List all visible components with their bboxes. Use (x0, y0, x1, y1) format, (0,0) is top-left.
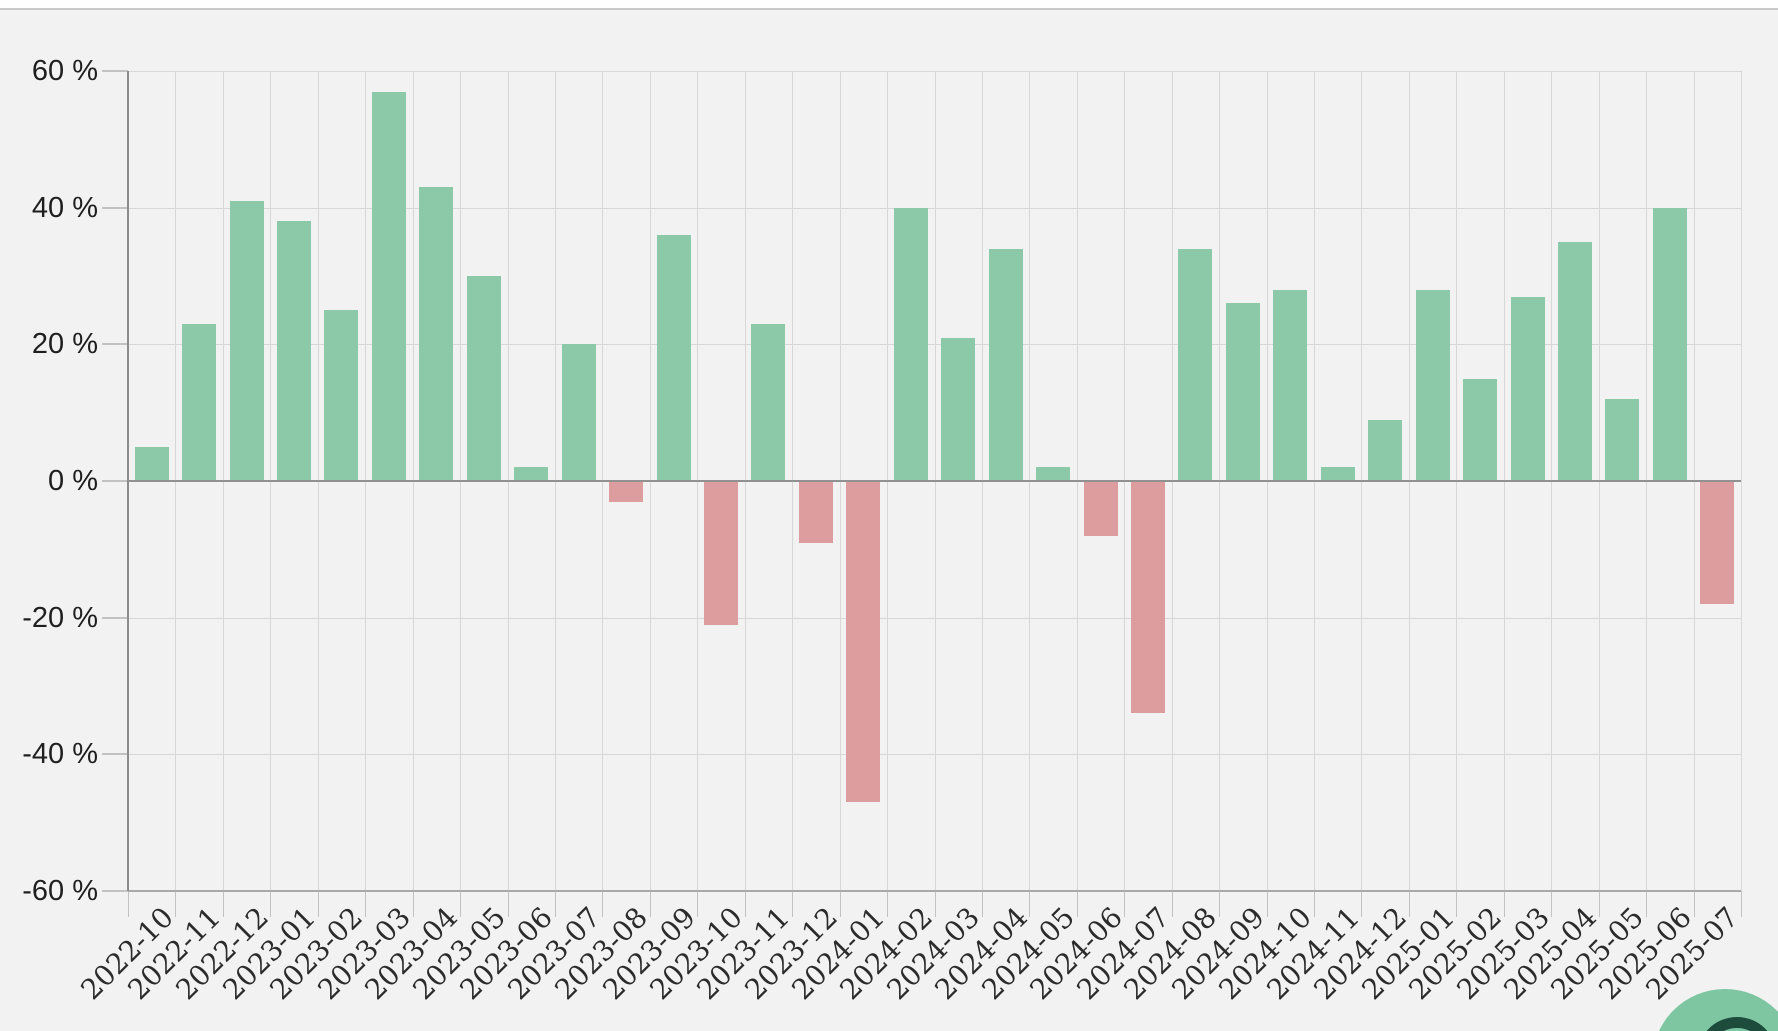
bar-2025-05[interactable] (1605, 399, 1640, 481)
bar-2023-02[interactable] (324, 310, 359, 481)
x-axis-line (128, 890, 1741, 892)
x-axis-tick (507, 891, 509, 917)
bar-2023-03[interactable] (371, 91, 406, 481)
bar-2023-01[interactable] (277, 221, 312, 481)
x-axis-tick (175, 891, 177, 917)
bar-2023-06[interactable] (514, 467, 549, 481)
y-axis-tick (102, 343, 128, 346)
x-axis-tick (1171, 891, 1173, 917)
bar-2023-10[interactable] (704, 481, 738, 625)
top-toolbar-edge (0, 0, 1778, 10)
bar-2024-08[interactable] (1178, 248, 1213, 481)
y-axis-tick-label: -40 % (22, 738, 98, 771)
bar-2024-10[interactable] (1273, 289, 1308, 481)
x-axis-tick (365, 891, 367, 917)
bar-2024-09[interactable] (1225, 303, 1260, 481)
bar-2022-11[interactable] (182, 323, 217, 481)
x-axis-tick (1361, 891, 1363, 917)
bar-2024-01[interactable] (846, 481, 881, 803)
gridline-horizontal (128, 207, 1741, 209)
x-axis-tick (792, 891, 794, 917)
x-axis-tick (602, 891, 604, 917)
gridline-vertical (1741, 71, 1742, 891)
x-axis-tick (887, 891, 889, 917)
bar-2024-12[interactable] (1368, 419, 1403, 481)
bar-2023-08[interactable] (609, 481, 644, 502)
y-axis-tick-label: 20 % (31, 328, 98, 361)
y-axis-tick (102, 206, 128, 209)
x-axis-tick (222, 891, 224, 917)
bar-2023-12[interactable] (798, 481, 833, 543)
bar-2025-01[interactable] (1415, 289, 1450, 481)
bar-2022-12[interactable] (229, 200, 264, 481)
bar-2024-02[interactable] (893, 207, 928, 481)
bar-2024-05[interactable] (1036, 467, 1071, 481)
bar-2025-03[interactable] (1510, 296, 1545, 481)
x-axis-tick (412, 891, 414, 917)
bar-2024-06[interactable] (1083, 481, 1118, 536)
bar-2024-03[interactable] (941, 337, 976, 481)
x-axis-tick (128, 891, 129, 917)
x-axis-tick (1076, 891, 1078, 917)
x-axis-tick (1456, 891, 1458, 917)
bar-2025-04[interactable] (1557, 241, 1592, 481)
y-axis-tick-label: -60 % (22, 875, 98, 907)
x-axis-tick (1124, 891, 1126, 917)
x-axis-tick (1741, 891, 1742, 917)
bar-2023-07[interactable] (561, 344, 596, 481)
x-axis-tick (744, 891, 746, 917)
y-axis-tick-label: 60 % (31, 55, 98, 87)
y-axis-tick-label: 0 % (48, 465, 98, 497)
x-axis-tick (317, 891, 319, 917)
bar-2023-05[interactable] (466, 276, 501, 481)
gridline-horizontal (128, 71, 1741, 72)
x-axis-tick (1693, 891, 1695, 917)
x-axis-tick (554, 891, 556, 917)
y-axis-tick (102, 70, 128, 72)
bar-2023-09[interactable] (656, 235, 691, 481)
bar-2024-11[interactable] (1320, 467, 1355, 481)
y-axis-tick (102, 616, 128, 619)
y-axis-tick (102, 890, 128, 892)
bar-2024-07[interactable] (1130, 481, 1165, 714)
x-axis-tick (270, 891, 272, 917)
x-axis-tick (649, 891, 651, 917)
x-axis-tick (1598, 891, 1600, 917)
gridline-horizontal (128, 754, 1741, 756)
bar-2024-04[interactable] (988, 248, 1023, 481)
bar-2022-10[interactable] (134, 446, 169, 481)
x-axis-tick (1219, 891, 1221, 917)
x-axis-tick (1408, 891, 1410, 917)
x-axis-tick (697, 891, 699, 917)
x-axis-tick (1314, 891, 1316, 917)
y-axis-tick (102, 753, 128, 756)
zero-line (128, 480, 1741, 482)
y-axis-tick (102, 480, 128, 482)
bar-2025-07[interactable] (1700, 481, 1735, 604)
x-axis-tick (839, 891, 841, 917)
x-axis-tick (1646, 891, 1648, 917)
y-axis-tick-label: 40 % (31, 191, 98, 224)
bar-2023-11[interactable] (751, 323, 786, 481)
x-axis-tick (460, 891, 462, 917)
x-axis-tick (981, 891, 983, 917)
bar-2025-02[interactable] (1463, 378, 1498, 481)
x-axis-tick (1503, 891, 1505, 917)
bar-2025-06[interactable] (1652, 207, 1687, 481)
y-axis-tick-label: -20 % (22, 601, 98, 634)
x-axis-tick (1266, 891, 1268, 917)
x-axis-tick (1029, 891, 1031, 917)
gridline-horizontal (128, 617, 1741, 619)
gridline-horizontal (128, 344, 1741, 346)
x-axis-tick (1551, 891, 1553, 917)
x-axis-tick (934, 891, 936, 917)
bar-2023-04[interactable] (419, 187, 454, 481)
